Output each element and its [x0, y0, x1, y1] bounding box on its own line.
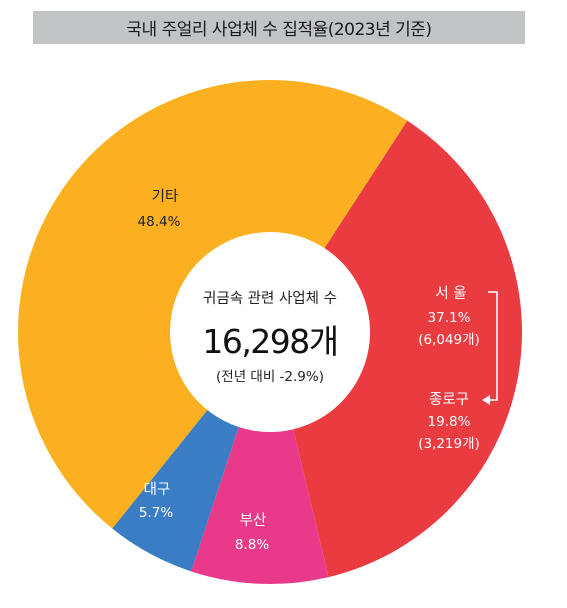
sub-count-jongno: (3,219개): [418, 436, 480, 452]
sub-pct-jongno: 19.8%: [428, 414, 471, 430]
slice-label-busan: 부산: [240, 512, 267, 529]
center-caption: 귀금속 관련 사업체 수: [203, 290, 337, 307]
center-total: 16,298개: [202, 322, 337, 361]
slice-label-daegu: 대구: [144, 481, 171, 498]
bracket-arrow: [488, 291, 498, 401]
slice-count-seoul: (6,049개): [418, 332, 480, 348]
slice-pct-seoul: 37.1%: [428, 310, 471, 326]
slice-pct-busan: 8.8%: [235, 537, 269, 553]
slice-label-seoul: 서 울: [435, 285, 466, 302]
slice-pct-daegu: 5.7%: [139, 505, 173, 521]
slice-pct-gita: 48.4%: [138, 214, 181, 230]
donut-slice-0: [270, 120, 522, 578]
donut-slice-1: [191, 332, 329, 585]
slice-label-gita: 기타: [152, 188, 179, 205]
donut-hole: [170, 232, 370, 432]
sub-label-jongno: 종로구: [429, 392, 469, 408]
arrow-head-icon: [482, 395, 490, 405]
center-change: (전년 대비 -2.9%): [216, 369, 324, 385]
chart-title: 국내 주얼리 사업체 수 집적율(2023년 기준): [33, 11, 525, 44]
